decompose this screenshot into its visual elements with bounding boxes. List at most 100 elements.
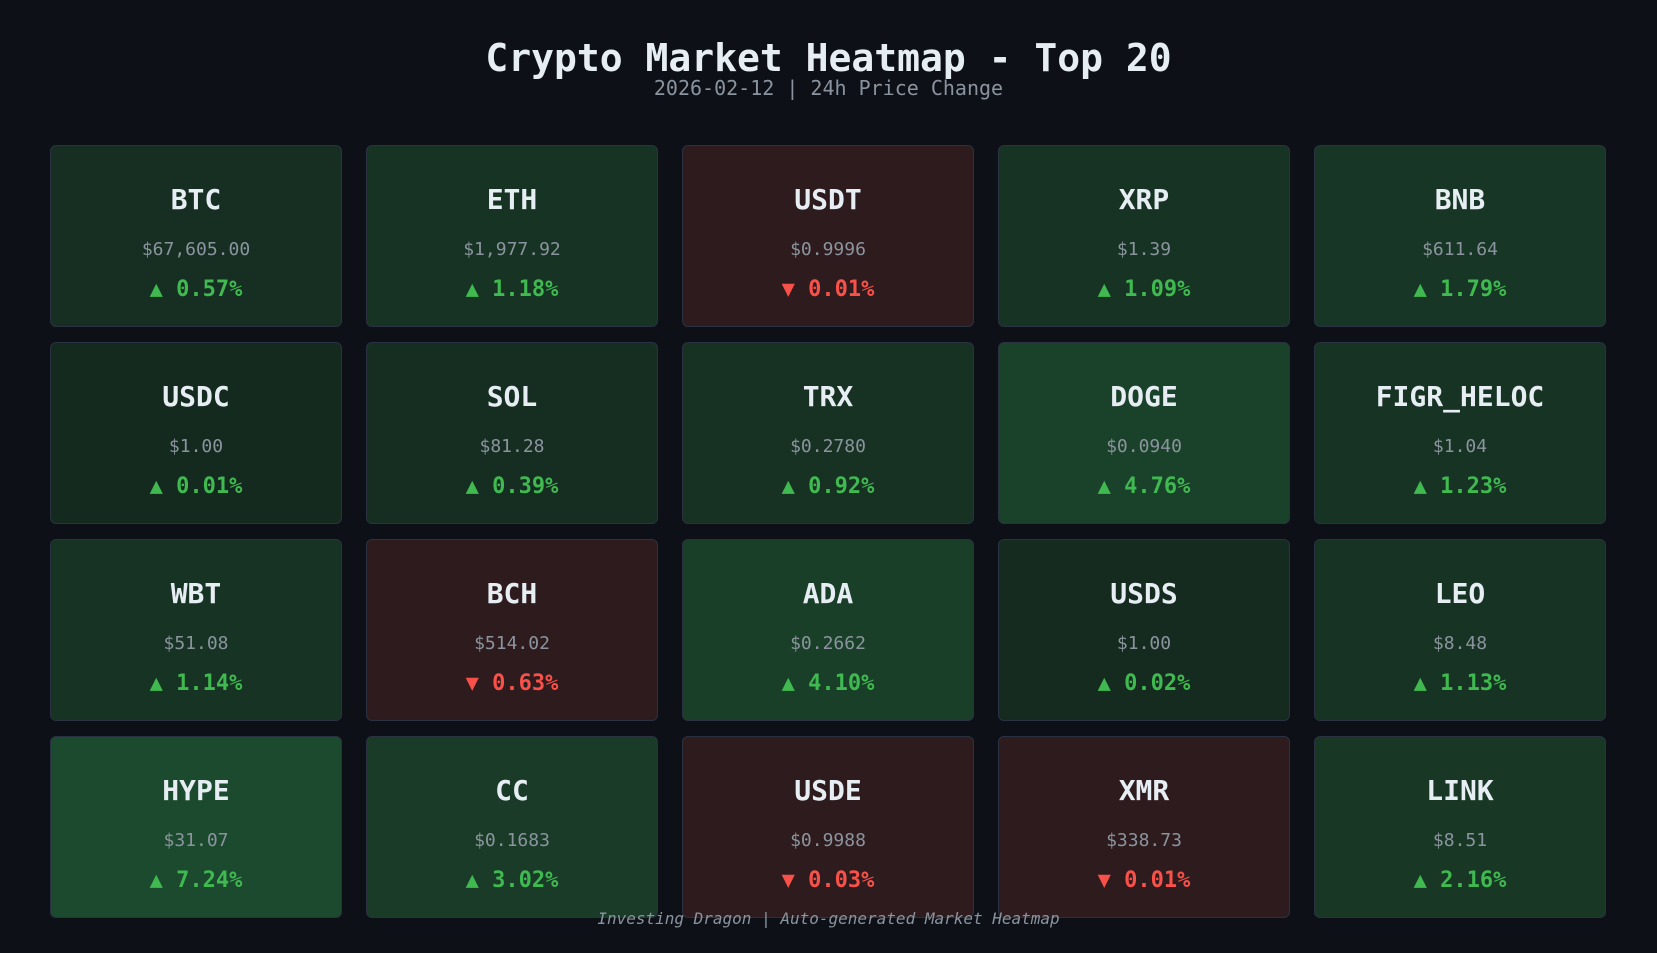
heatmap-tile-trx: TRX $0.2780 ▲ 0.92% (682, 342, 974, 524)
tile-change-value: 1.13% (1440, 671, 1507, 696)
heatmap-tile-xmr: XMR $338.73 ▼ 0.01% (998, 736, 1290, 918)
tile-symbol: USDE (794, 774, 862, 807)
heatmap-tile-btc: BTC $67,605.00 ▲ 0.57% (50, 145, 342, 327)
tile-symbol: BNB (1434, 183, 1486, 216)
tile-change-value: 4.10% (808, 671, 875, 696)
heatmap-tile-figr-heloc: FIGR_HELOC $1.04 ▲ 1.23% (1314, 342, 1606, 524)
tile-change-value: 0.57% (176, 277, 243, 302)
heatmap-tile-usde: USDE $0.9988 ▼ 0.03% (682, 736, 974, 918)
tile-change: ▲ 0.01% (51, 473, 341, 501)
tile-change-value: 1.18% (492, 277, 559, 302)
tile-change-value: 0.02% (1124, 671, 1191, 696)
tile-change: ▲ 1.23% (1315, 473, 1605, 501)
heatmap-tile-hype: HYPE $31.07 ▲ 7.24% (50, 736, 342, 918)
tile-change: ▼ 0.01% (683, 276, 973, 304)
tile-change-value: 1.79% (1440, 277, 1507, 302)
tile-price: $1.04 (1432, 436, 1488, 457)
tile-change: ▲ 0.92% (683, 473, 973, 501)
heatmap-tile-cc: CC $0.1683 ▲ 3.02% (366, 736, 658, 918)
tile-change-value: 3.02% (492, 868, 559, 893)
arrow-up-icon: ▲ (149, 474, 177, 499)
arrow-up-icon: ▲ (1097, 277, 1125, 302)
tile-change: ▲ 0.02% (999, 670, 1289, 698)
arrow-up-icon: ▲ (1097, 671, 1125, 696)
tile-symbol: HYPE (162, 774, 230, 807)
arrow-down-icon: ▼ (781, 277, 809, 302)
footer-credit: Investing Dragon | Auto-generated Market… (597, 909, 1060, 928)
tile-change: ▲ 4.76% (999, 473, 1289, 501)
tile-change: ▲ 7.24% (51, 867, 341, 895)
arrow-up-icon: ▲ (781, 474, 809, 499)
tile-symbol: LEO (1434, 577, 1486, 610)
tile-symbol: ADA (802, 577, 854, 610)
tile-symbol: USDS (1110, 577, 1178, 610)
heatmap-tile-leo: LEO $8.48 ▲ 1.13% (1314, 539, 1606, 721)
arrow-down-icon: ▼ (781, 868, 809, 893)
arrow-up-icon: ▲ (1097, 474, 1125, 499)
tile-change: ▲ 1.79% (1315, 276, 1605, 304)
tile-change: ▲ 1.18% (367, 276, 657, 304)
tile-change: ▲ 4.10% (683, 670, 973, 698)
arrow-down-icon: ▼ (465, 671, 493, 696)
arrow-up-icon: ▲ (1413, 671, 1441, 696)
tile-price: $514.02 (474, 633, 550, 654)
tile-symbol: USDT (794, 183, 862, 216)
arrow-up-icon: ▲ (465, 868, 493, 893)
heatmap-tile-usdc: USDC $1.00 ▲ 0.01% (50, 342, 342, 524)
tile-price: $0.2780 (790, 436, 866, 457)
tile-symbol: BTC (170, 183, 222, 216)
tile-change-value: 1.14% (176, 671, 243, 696)
heatmap-tile-bnb: BNB $611.64 ▲ 1.79% (1314, 145, 1606, 327)
arrow-down-icon: ▼ (1097, 868, 1125, 893)
tile-symbol: TRX (802, 380, 854, 413)
tile-change: ▲ 1.13% (1315, 670, 1605, 698)
heatmap-tile-usds: USDS $1.00 ▲ 0.02% (998, 539, 1290, 721)
tile-change-value: 0.92% (808, 474, 875, 499)
heatmap-tile-doge: DOGE $0.0940 ▲ 4.76% (998, 342, 1290, 524)
heatmap-tile-link: LINK $8.51 ▲ 2.16% (1314, 736, 1606, 918)
tile-price: $1.39 (1116, 239, 1172, 260)
tile-price: $1.00 (1116, 633, 1172, 654)
heatmap-tile-ada: ADA $0.2662 ▲ 4.10% (682, 539, 974, 721)
tile-price: $0.9996 (790, 239, 866, 260)
arrow-up-icon: ▲ (1413, 277, 1441, 302)
heatmap-tile-xrp: XRP $1.39 ▲ 1.09% (998, 145, 1290, 327)
tile-change: ▲ 2.16% (1315, 867, 1605, 895)
tile-change-value: 1.09% (1124, 277, 1191, 302)
tile-symbol: ETH (486, 183, 538, 216)
tile-change: ▼ 0.01% (999, 867, 1289, 895)
tile-symbol: XMR (1118, 774, 1170, 807)
heatmap-tile-bch: BCH $514.02 ▼ 0.63% (366, 539, 658, 721)
arrow-up-icon: ▲ (781, 671, 809, 696)
tile-price: $31.07 (163, 830, 229, 851)
tile-change-value: 4.76% (1124, 474, 1191, 499)
heatmap-grid: BTC $67,605.00 ▲ 0.57% ETH $1,977.92 ▲ 1.18% U… (50, 145, 1607, 918)
tile-change-value: 1.23% (1440, 474, 1507, 499)
tile-price: $51.08 (163, 633, 229, 654)
tile-change: ▼ 0.03% (683, 867, 973, 895)
tile-change-value: 7.24% (176, 868, 243, 893)
tile-symbol: XRP (1118, 183, 1170, 216)
tile-price: $0.9988 (790, 830, 866, 851)
tile-change: ▲ 1.14% (51, 670, 341, 698)
tile-price: $67,605.00 (141, 239, 251, 260)
tile-price: $1.00 (168, 436, 224, 457)
tile-price: $611.64 (1422, 239, 1498, 260)
tile-symbol: DOGE (1110, 380, 1178, 413)
tile-symbol: BCH (486, 577, 538, 610)
heatmap-tile-sol: SOL $81.28 ▲ 0.39% (366, 342, 658, 524)
tile-price: $338.73 (1106, 830, 1182, 851)
heatmap-tile-usdt: USDT $0.9996 ▼ 0.01% (682, 145, 974, 327)
tile-symbol: FIGR_HELOC (1375, 380, 1545, 413)
tile-symbol: SOL (486, 380, 538, 413)
tile-price: $0.1683 (474, 830, 550, 851)
tile-change: ▲ 1.09% (999, 276, 1289, 304)
tile-change: ▼ 0.63% (367, 670, 657, 698)
tile-change-value: 2.16% (1440, 868, 1507, 893)
heatmap-tile-wbt: WBT $51.08 ▲ 1.14% (50, 539, 342, 721)
tile-price: $0.2662 (790, 633, 866, 654)
tile-symbol: WBT (170, 577, 222, 610)
tile-change-value: 0.63% (492, 671, 559, 696)
tile-change-value: 0.03% (808, 868, 875, 893)
tile-price: $0.0940 (1106, 436, 1182, 457)
